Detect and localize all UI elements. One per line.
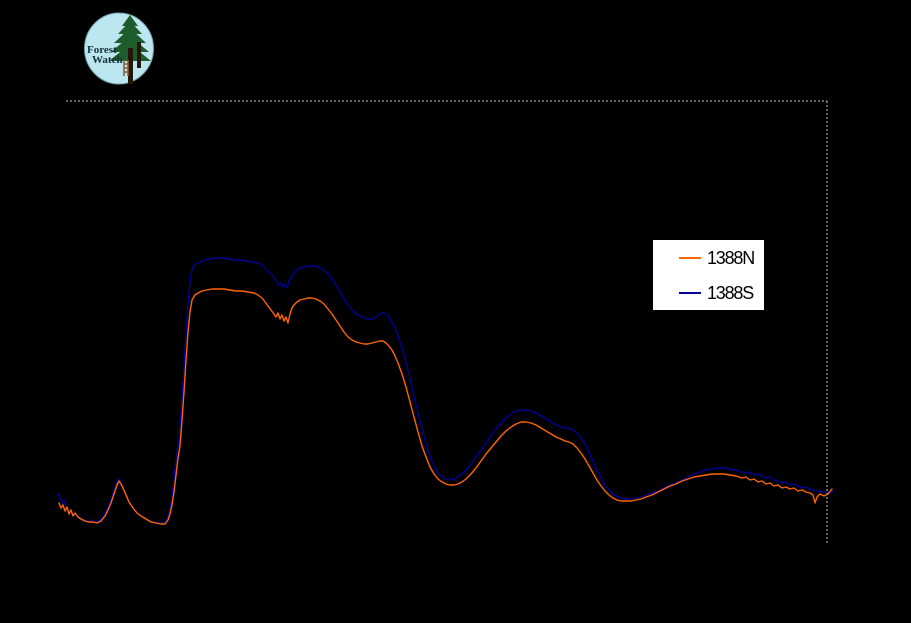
- forest-watch-logo: Forest Watch: [84, 12, 154, 85]
- legend-label-1388S: 1388S: [707, 282, 754, 303]
- legend-item-1388N: 1388N: [653, 240, 764, 275]
- legend-label-1388N: 1388N: [707, 247, 755, 268]
- legend-line-swatch-1388N: [679, 256, 701, 259]
- tree-trunk-icon: [128, 42, 141, 84]
- ladder-icon: [123, 60, 129, 76]
- logo-text-line1: Forest: [87, 44, 117, 56]
- chart-legend: 1388N 1388S: [653, 240, 764, 310]
- legend-item-1388S: 1388S: [653, 275, 764, 310]
- series-line-1388N: [58, 288, 833, 525]
- logo-text-line2: Watch: [92, 54, 123, 66]
- series-line-1388S: [57, 257, 834, 524]
- legend-line-swatch-1388S: [679, 291, 701, 294]
